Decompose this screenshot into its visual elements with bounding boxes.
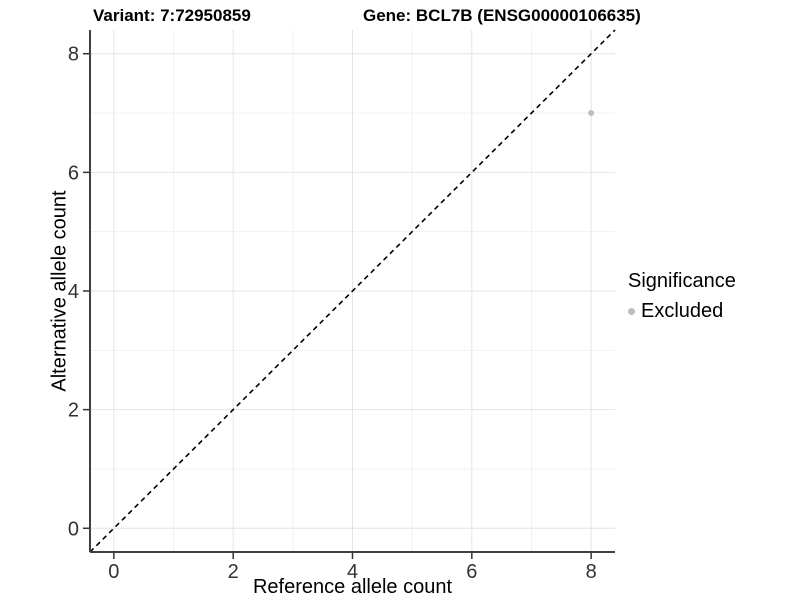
y-tick-label: 0 (68, 518, 79, 540)
x-tick-label: 8 (586, 561, 597, 583)
legend: Significance Excluded (628, 270, 736, 323)
y-tick-label: 2 (68, 400, 79, 422)
variant-title: Variant: 7:72950859 (93, 6, 251, 25)
x-tick-label: 2 (228, 561, 239, 583)
x-tick-label: 0 (108, 561, 119, 583)
legend-title: Significance (628, 270, 736, 292)
x-tick-label: 4 (347, 561, 358, 583)
y-tick-label: 4 (68, 281, 79, 303)
y-tick-label: 6 (68, 162, 79, 184)
data-point (588, 110, 595, 117)
legend-item-excluded: Excluded (628, 300, 736, 323)
identity-line (89, 29, 616, 553)
y-axis-title: Alternative allele count (48, 190, 71, 392)
x-axis-title: Reference allele count (252, 576, 452, 598)
legend-item-label: Excluded (641, 300, 724, 322)
x-tick-label: 6 (466, 561, 477, 583)
excluded-dot-icon (628, 308, 635, 315)
y-tick-label: 8 (68, 44, 79, 66)
gene-title: Gene: BCL7B (ENSG00000106635) (363, 6, 641, 25)
